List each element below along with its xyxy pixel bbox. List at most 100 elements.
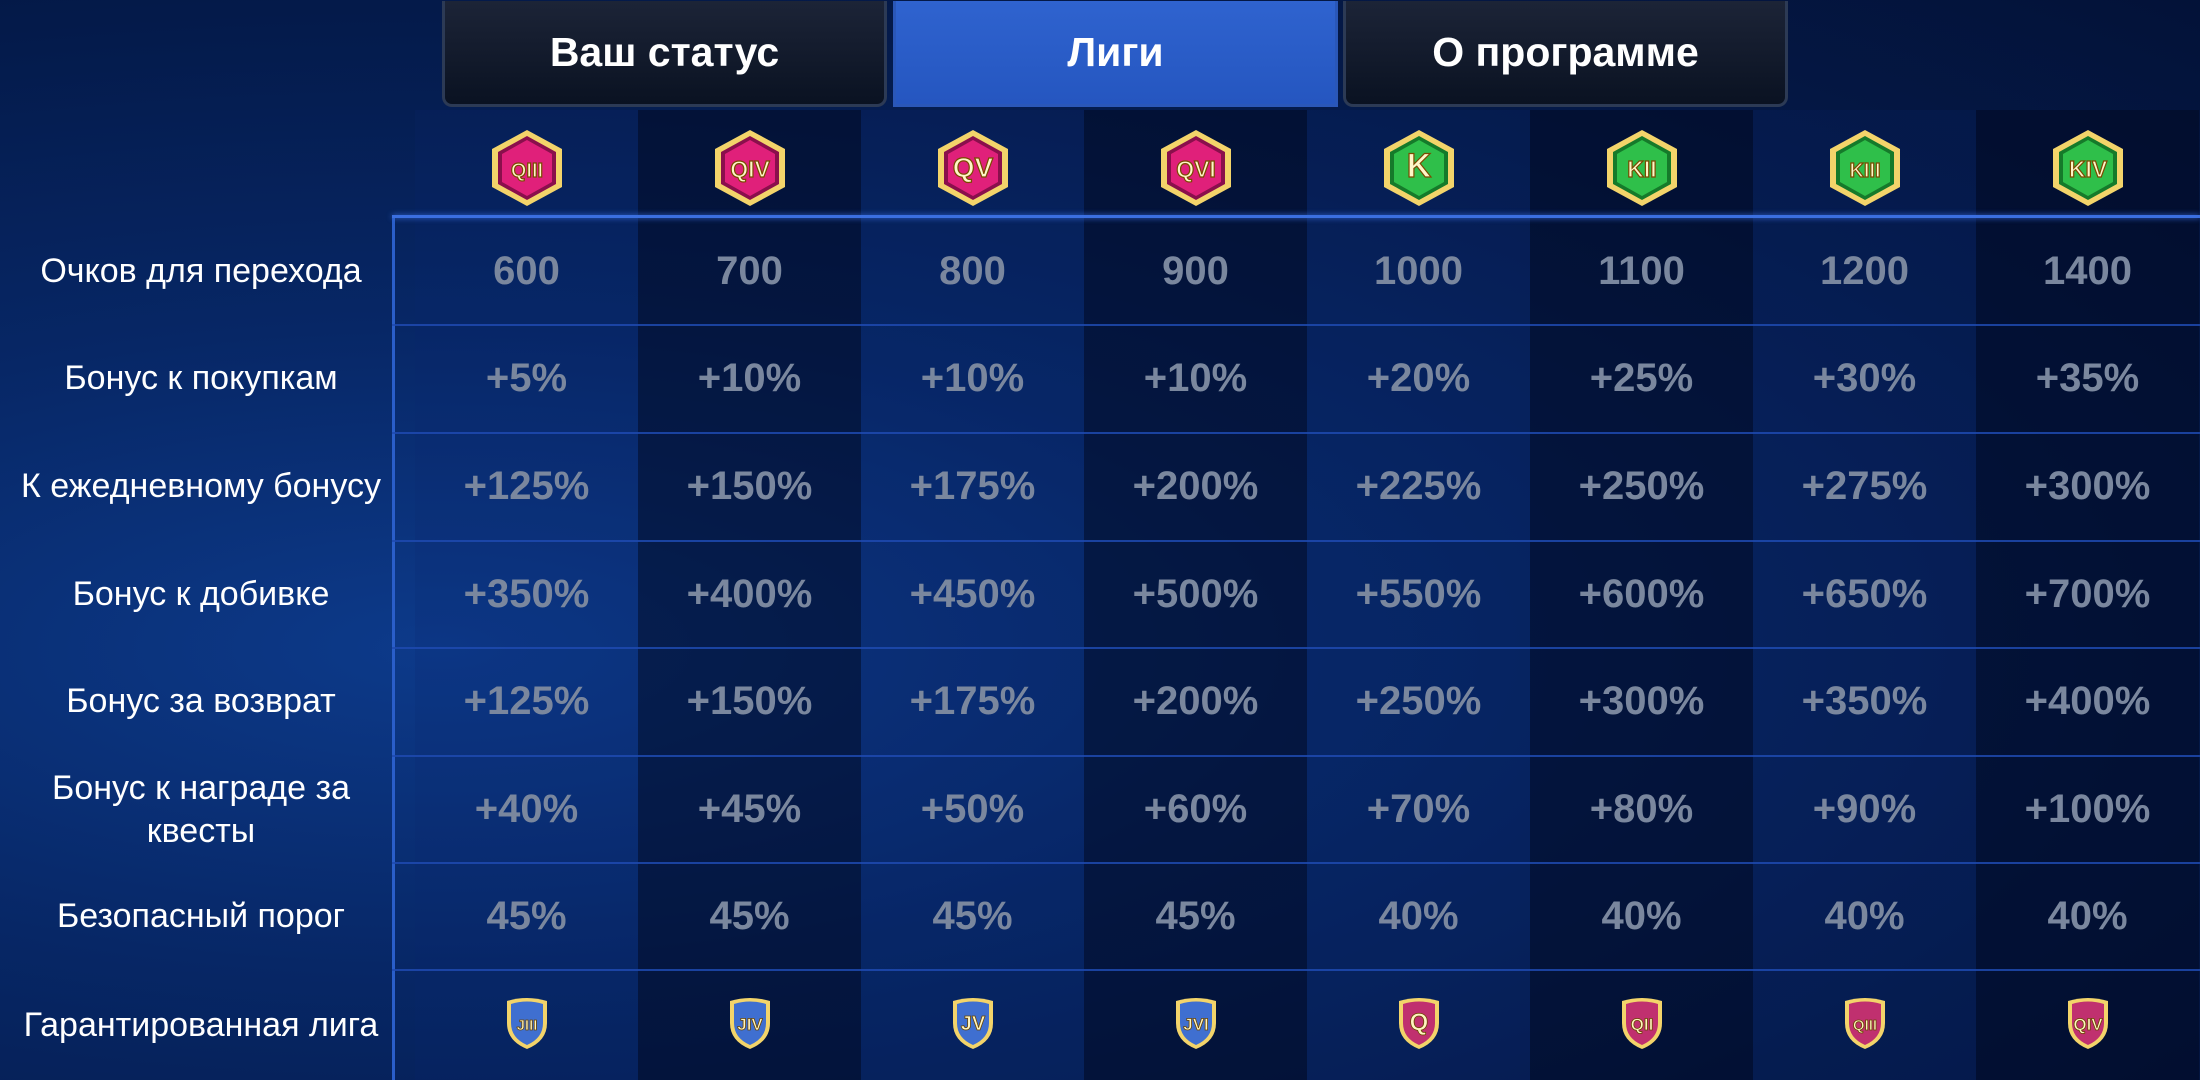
table-cell: +200% — [1132, 464, 1259, 508]
column-background — [1307, 110, 1530, 1080]
table-cell: +60% — [1143, 787, 1248, 831]
svg-text:JIII: JIII — [516, 1017, 537, 1034]
row-divider — [392, 540, 2200, 542]
table-cell: +225% — [1355, 464, 1482, 508]
tab-about-program[interactable]: О программе — [1343, 1, 1788, 107]
row-label: Бонус к покупкам — [64, 359, 338, 397]
table-cell: +500% — [1132, 572, 1259, 616]
table-cell: +90% — [1812, 787, 1917, 831]
table-cell: +400% — [2024, 679, 2151, 723]
table-cell: +175% — [909, 679, 1036, 723]
svg-text:QIII: QIII — [1852, 1017, 1876, 1034]
column-background — [1530, 110, 1753, 1080]
table-cell: +20% — [1366, 356, 1471, 400]
tab-bar: Ваш статус Лиги О программе — [442, 0, 1790, 110]
table-cell: 40% — [1378, 894, 1459, 938]
row-label: Безопасный порог — [56, 897, 346, 935]
row-label: К ежедневному бонусу — [21, 467, 381, 505]
table-cell: +400% — [686, 572, 813, 616]
guaranteed-league-shield-icon: QII — [1618, 995, 1666, 1051]
table-cell: 40% — [1824, 894, 1905, 938]
table-cell: 1200 — [1820, 249, 1909, 293]
row-divider — [392, 324, 2200, 326]
league-badge-icon: KIV — [2049, 128, 2127, 208]
svg-text:QV: QV — [952, 152, 993, 183]
svg-text:JVI: JVI — [1183, 1015, 1209, 1034]
table-cell: +450% — [909, 572, 1036, 616]
row-label: Бонус к награде за квесты — [52, 768, 350, 850]
table-cell: +350% — [1801, 679, 1928, 723]
svg-text:KIV: KIV — [2068, 156, 2107, 182]
league-badge-icon: KIII — [1826, 128, 1904, 208]
table-cell: 45% — [709, 894, 790, 938]
guaranteed-league-shield-icon: JV — [949, 995, 997, 1051]
table-cell: +35% — [2035, 356, 2140, 400]
league-badge-icon: QV — [934, 128, 1012, 208]
column-background — [638, 110, 861, 1080]
table-cell: +250% — [1578, 464, 1705, 508]
table-cell: 700 — [716, 249, 783, 293]
league-badge-icon: QIII — [488, 128, 566, 208]
svg-text:JIV: JIV — [737, 1015, 763, 1034]
table-cell: +30% — [1812, 356, 1917, 400]
table-cell: +40% — [474, 787, 579, 831]
table-cell: +50% — [920, 787, 1025, 831]
tab-your-status[interactable]: Ваш статус — [442, 1, 887, 107]
table-cell: +300% — [2024, 464, 2151, 508]
table-cell: 600 — [493, 249, 560, 293]
svg-text:Q: Q — [1409, 1009, 1428, 1036]
table-cell: +650% — [1801, 572, 1928, 616]
svg-text:QVI: QVI — [1176, 156, 1216, 182]
svg-text:QIII: QIII — [510, 160, 542, 182]
league-badge-icon: KII — [1603, 128, 1681, 208]
guaranteed-league-shield-icon: QIII — [1841, 995, 1889, 1051]
table-cell: +10% — [697, 356, 802, 400]
table-cell: 40% — [2047, 894, 2128, 938]
svg-text:KIII: KIII — [1849, 160, 1880, 182]
table-cell: +550% — [1355, 572, 1482, 616]
tab-leagues[interactable]: Лиги — [893, 1, 1338, 107]
table-cell: +200% — [1132, 679, 1259, 723]
row-divider — [392, 969, 2200, 971]
guaranteed-league-shield-icon: QIV — [2064, 995, 2112, 1051]
column-background — [1084, 110, 1307, 1080]
guaranteed-league-shield-icon: JIV — [726, 995, 774, 1051]
table-cell: 40% — [1601, 894, 1682, 938]
row-divider — [392, 755, 2200, 757]
row-divider — [392, 432, 2200, 434]
table-cell: +700% — [2024, 572, 2151, 616]
column-background — [415, 110, 638, 1080]
league-badge-icon: QIV — [711, 128, 789, 208]
league-badge-icon: K — [1380, 128, 1458, 208]
row-divider — [392, 647, 2200, 649]
table-cell: +25% — [1589, 356, 1694, 400]
league-badge-icon: QVI — [1157, 128, 1235, 208]
svg-text:K: K — [1406, 147, 1431, 185]
table-cell: +100% — [2024, 787, 2151, 831]
svg-text:QII: QII — [1630, 1015, 1653, 1034]
table-cell: 45% — [1155, 894, 1236, 938]
row-label-guaranteed-league: Гарантированная лига — [23, 1005, 379, 1044]
table-cell: +275% — [1801, 464, 1928, 508]
table-cell: 45% — [932, 894, 1013, 938]
guaranteed-league-shield-icon: JVI — [1172, 995, 1220, 1051]
svg-text:KII: KII — [1627, 156, 1656, 182]
table-cell: +70% — [1366, 787, 1471, 831]
table-cell: 900 — [1162, 249, 1229, 293]
table-cell: +45% — [697, 787, 802, 831]
table-cell: +125% — [463, 679, 590, 723]
row-label: Бонус за возврат — [66, 682, 336, 720]
table-cell: +350% — [463, 572, 590, 616]
table-cell: +80% — [1589, 787, 1694, 831]
row-label: Очков для перехода — [40, 252, 362, 290]
table-cell: +150% — [686, 679, 813, 723]
table-cell: +10% — [920, 356, 1025, 400]
table-cell: 45% — [486, 894, 567, 938]
table-cell: +150% — [686, 464, 813, 508]
row-divider — [392, 862, 2200, 864]
table-cell: +125% — [463, 464, 590, 508]
table-cell: 1100 — [1598, 249, 1685, 293]
table-cell: +5% — [485, 356, 568, 400]
table-header-divider — [392, 215, 2200, 218]
